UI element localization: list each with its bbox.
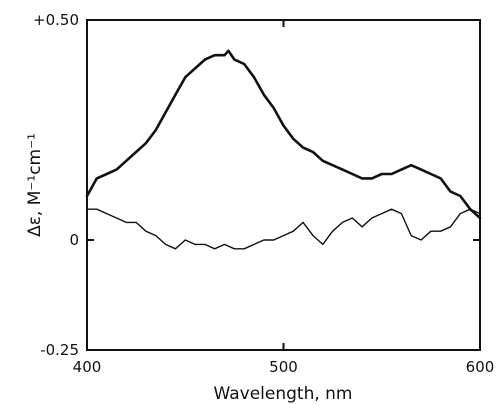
x-tick-label: 400: [73, 358, 102, 376]
plot-frame: [86, 19, 481, 351]
series-line-thin: [86, 208, 481, 250]
x-tick-label: 500: [269, 358, 298, 376]
y-tick-label: -0.25: [40, 341, 79, 359]
tick-marks: [86, 19, 481, 351]
y-tick-label: 0: [69, 231, 79, 249]
y-tick-label: +0.50: [33, 11, 79, 29]
x-axis-label: Wavelength, nm: [214, 384, 353, 404]
y-axis-label: Δε, M⁻¹cm⁻¹: [25, 133, 45, 237]
series-line-thick: [85, 49, 482, 220]
series-layer: [85, 49, 482, 250]
x-tick-label: 600: [466, 358, 495, 376]
tick-labels: 400 500 600 -0.25 0 +0.50: [33, 11, 494, 376]
